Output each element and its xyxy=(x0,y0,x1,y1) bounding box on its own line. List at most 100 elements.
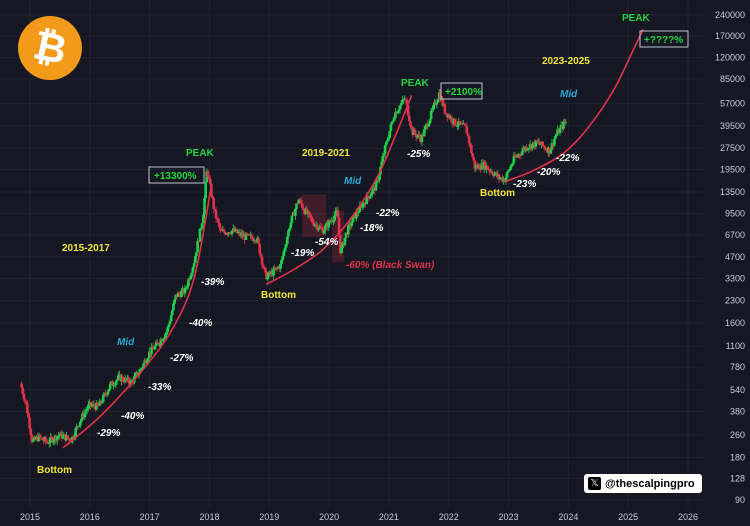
candle-body xyxy=(37,434,41,441)
candle-body xyxy=(466,133,470,136)
candle-body xyxy=(30,435,34,442)
candle-body xyxy=(520,151,524,156)
y-tick-label: 6700 xyxy=(725,230,745,240)
trend-curves xyxy=(62,29,644,449)
x-tick-label: 2021 xyxy=(379,512,399,522)
candle-body xyxy=(27,412,30,418)
candle-body xyxy=(106,391,110,395)
candle-body xyxy=(458,121,462,124)
candle-body xyxy=(166,327,169,333)
candle-body xyxy=(526,148,530,150)
candle-body xyxy=(207,177,211,179)
candle-body xyxy=(399,103,403,106)
correction-highlight xyxy=(332,210,345,263)
candle-body xyxy=(168,321,172,325)
drawdown-label: -39% xyxy=(201,277,224,288)
candle-body xyxy=(26,403,29,413)
candle-body xyxy=(535,140,539,143)
candle-body xyxy=(173,299,176,304)
candle-body xyxy=(121,376,125,381)
x-icon: 𝕏 xyxy=(588,477,601,490)
candle-body xyxy=(286,236,289,244)
candle-body xyxy=(199,228,203,230)
candle-body xyxy=(84,410,88,413)
candle-body xyxy=(134,373,137,377)
drawdown-label: -54% xyxy=(315,237,338,248)
candle-body xyxy=(24,400,28,404)
y-tick-label: 27500 xyxy=(720,143,745,153)
mid-label-2023: Mid xyxy=(560,89,578,100)
candle-body xyxy=(169,315,173,322)
candle-body xyxy=(510,165,513,167)
candle-body xyxy=(410,126,413,128)
candle-body xyxy=(552,139,556,146)
candle-body xyxy=(52,440,56,443)
candle-body xyxy=(229,233,233,235)
drawdown-label: -25% xyxy=(407,149,430,160)
candle-body xyxy=(428,119,432,124)
candle-body xyxy=(405,100,409,106)
candle-body xyxy=(218,222,221,228)
candle-body xyxy=(322,230,326,234)
candle-body xyxy=(472,156,475,161)
drawdown-label: -29% xyxy=(97,428,120,439)
candle-body xyxy=(307,211,311,214)
candle-body xyxy=(97,405,100,407)
candle-body xyxy=(90,405,94,407)
candle-body xyxy=(498,178,502,180)
y-tick-label: 540 xyxy=(730,385,745,395)
candle-body xyxy=(138,369,142,374)
candle-body xyxy=(366,195,370,198)
social-handle-text: @thescalpingpro xyxy=(605,477,695,490)
candle-body xyxy=(541,141,545,146)
candle-body xyxy=(260,256,264,265)
candle-body xyxy=(257,237,260,244)
candle-body xyxy=(317,228,320,230)
candle-body xyxy=(147,351,151,359)
candle-body xyxy=(187,279,190,287)
candle-body xyxy=(38,434,42,438)
candle-body xyxy=(254,240,258,242)
candle-body xyxy=(478,165,481,170)
candle-body xyxy=(51,437,54,443)
candle-body xyxy=(279,263,282,270)
candle-body xyxy=(98,400,102,406)
candle-body xyxy=(284,243,288,248)
candle-body xyxy=(66,435,69,439)
candle-body xyxy=(564,121,568,123)
candle-body xyxy=(129,380,133,385)
candle-body xyxy=(351,217,355,223)
candle-body xyxy=(156,342,159,344)
candle-body xyxy=(28,417,31,429)
candle-body xyxy=(448,115,451,119)
gain-label-2021: +2100% xyxy=(445,87,482,98)
drawdown-label: -22% xyxy=(376,208,399,219)
candle-body xyxy=(406,105,410,116)
drawdown-label: -27% xyxy=(170,353,193,364)
candle-body xyxy=(430,109,434,111)
candle-body xyxy=(180,291,183,297)
candle-body xyxy=(213,208,217,211)
candle-body xyxy=(305,208,309,214)
candle-body xyxy=(398,105,402,110)
candle-body xyxy=(376,179,380,181)
y-tick-label: 128 xyxy=(730,473,745,483)
candle-body xyxy=(555,134,558,137)
candle-body xyxy=(21,387,25,394)
bottom-label-2018: Bottom xyxy=(261,290,296,301)
candle-body xyxy=(416,135,419,138)
candle-body xyxy=(162,337,166,340)
candle-body xyxy=(203,198,206,215)
candle-body xyxy=(506,170,510,173)
candle-body xyxy=(471,153,474,157)
candle-body xyxy=(384,141,388,146)
candle-body xyxy=(312,222,316,226)
candle-body xyxy=(299,199,303,204)
x-tick-label: 2023 xyxy=(499,512,519,522)
candle-body xyxy=(407,115,411,122)
candle-body xyxy=(453,118,457,126)
y-tick-label: 90 xyxy=(735,495,745,505)
x-tick-label: 2022 xyxy=(439,512,459,522)
candle-body xyxy=(111,381,114,386)
candle-body xyxy=(311,218,314,223)
